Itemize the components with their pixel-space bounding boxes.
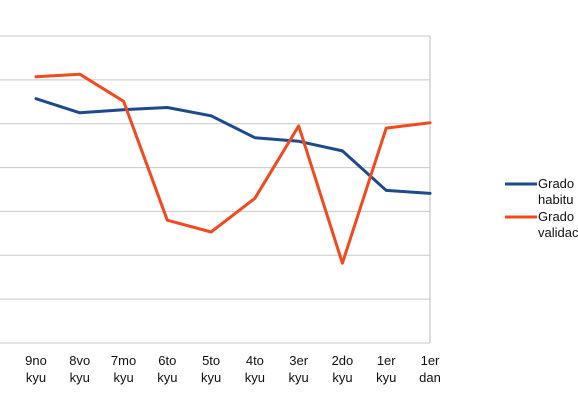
legend-label-1: Grado habitu [538, 176, 574, 207]
x-tick-label: 1er kyu [376, 353, 396, 385]
x-tick-label: 6to kyu [157, 353, 177, 385]
x-tick-label-line: kyu [113, 370, 133, 385]
x-tick-label-line: 1er [421, 353, 440, 368]
x-tick-label-line: 4to [246, 353, 264, 368]
x-tick-label-line: kyu [201, 370, 221, 385]
legend-label-2: Grado validac [538, 209, 578, 240]
series-line-1 [34, 97, 432, 195]
x-tick-label-line: kyu [245, 370, 265, 385]
gridlines [0, 35, 430, 344]
x-tick-label-line: 7mo [111, 353, 136, 368]
x-tick-label-line: kyu [26, 370, 46, 385]
x-tick-label-line: 6to [158, 353, 176, 368]
x-tick-label-line: 2do [332, 353, 354, 368]
x-tick-label-line: dan [419, 370, 441, 385]
legend-label-line: Grado [538, 176, 574, 191]
x-tick-label: 2do kyu [332, 353, 354, 385]
x-tick-label: 7mo kyu [111, 353, 136, 385]
x-tick-label: 5to kyu [201, 353, 221, 385]
x-tick-label-line: kyu [376, 370, 396, 385]
x-tick-label-line: 3er [289, 353, 308, 368]
x-tick-label-line: 8vo [69, 353, 90, 368]
x-tick-labels: 9no kyu 8vo kyu 7mo kyu 6to kyu 5to kyu 4to kyu 3er k… [25, 353, 441, 385]
x-tick-label-line: 5to [202, 353, 220, 368]
x-tick-label-line: 9no [25, 353, 47, 368]
x-tick-label-line: kyu [157, 370, 177, 385]
x-tick-label: 3er kyu [289, 353, 309, 385]
x-tick-label: 8vo kyu [69, 353, 90, 385]
x-tick-label-line: kyu [70, 370, 90, 385]
legend-label-line: Grado [538, 209, 574, 224]
x-tick-label-line: kyu [332, 370, 352, 385]
x-tick-label-line: kyu [289, 370, 309, 385]
x-tick-label: 4to kyu [245, 353, 265, 385]
x-tick-label: 1er dan [419, 353, 441, 385]
x-tick-label-line: 1er [377, 353, 396, 368]
series-line-2 [34, 72, 432, 265]
series-lines [34, 72, 432, 265]
legend-label-line: validac [538, 225, 578, 240]
x-tick-label: 9no kyu [25, 353, 47, 385]
legend-label-line: habitu [538, 192, 573, 207]
